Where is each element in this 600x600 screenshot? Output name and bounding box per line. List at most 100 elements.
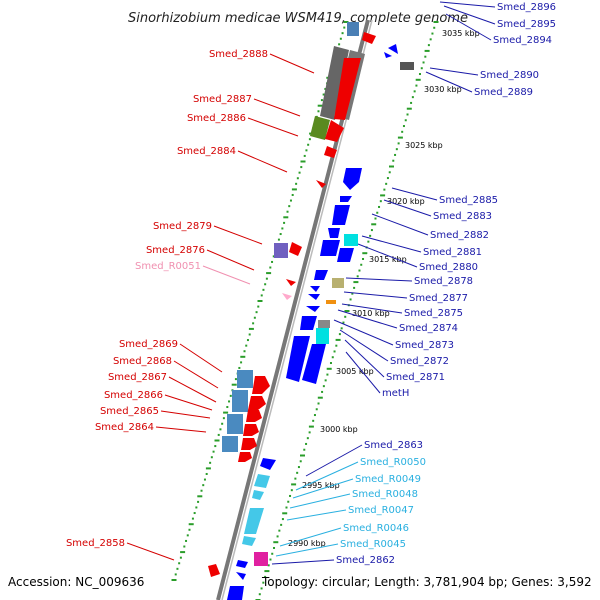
- tick-mark: [360, 264, 362, 266]
- tick-mark: [249, 333, 251, 335]
- tick-mark: [188, 529, 190, 531]
- tick-mark: [300, 460, 302, 462]
- tick-mark: [223, 412, 228, 414]
- tick-mark: [312, 420, 314, 422]
- gene-box: [222, 436, 238, 452]
- leader-line: [362, 236, 421, 252]
- tick-mark: [285, 507, 287, 509]
- gene-label-smed_2867: Smed_2867: [108, 372, 167, 383]
- gene-label-smed_2889: Smed_2889: [474, 87, 533, 98]
- gene-label-smed_2882: Smed_2882: [430, 230, 489, 241]
- gene-arrow: [289, 242, 302, 256]
- tick-mark: [335, 345, 337, 347]
- tick-mark: [209, 462, 211, 464]
- tick-mark: [287, 501, 289, 503]
- gene-label-smed_2863: Smed_2863: [364, 440, 423, 451]
- leader-line: [161, 411, 210, 418]
- tick-mark: [221, 423, 223, 425]
- tick-mark: [258, 300, 263, 302]
- gene-label-meth: metH: [382, 388, 409, 399]
- tick-mark: [362, 252, 367, 254]
- gene-label-smed_2883: Smed_2883: [433, 211, 492, 222]
- gene-box: [347, 22, 359, 36]
- gene-label-smed_2876: Smed_2876: [146, 245, 205, 256]
- tick-mark: [304, 155, 306, 157]
- leader-line: [203, 266, 250, 284]
- tick-mark: [269, 267, 271, 269]
- tick-mark: [187, 534, 189, 536]
- tick-mark: [245, 345, 247, 347]
- gene-label-smed_2869: Smed_2869: [119, 339, 178, 350]
- tick-mark: [303, 449, 305, 451]
- gene-arrow: [260, 458, 276, 470]
- tick-mark: [405, 119, 407, 121]
- leader-line: [440, 2, 495, 7]
- tick-mark: [192, 518, 194, 520]
- gene-label-smed_r0046: Smed_R0046: [343, 523, 409, 534]
- tick-mark: [357, 275, 359, 277]
- leader-line: [127, 543, 174, 560]
- tick-mark: [249, 328, 254, 330]
- gene-label-smed_2885: Smed_2885: [439, 195, 498, 206]
- gene-label-smed_2871: Smed_2871: [386, 372, 445, 383]
- leader-line: [344, 292, 407, 298]
- rna-arrow: [252, 490, 264, 500]
- gene-label-smed_2886: Smed_2886: [187, 113, 246, 124]
- gene-arrow: [241, 438, 257, 450]
- tick-mark: [321, 99, 323, 101]
- tick-mark: [389, 171, 391, 173]
- gene-box: [237, 370, 253, 388]
- tick-mark: [371, 223, 376, 225]
- leader-line: [214, 226, 262, 244]
- tick-mark: [195, 506, 197, 508]
- tick-mark: [180, 557, 182, 559]
- tick-mark: [194, 512, 196, 514]
- tick-mark: [341, 327, 343, 329]
- tick-mark: [369, 235, 371, 237]
- scale-label: 3020 kbp: [387, 197, 425, 206]
- tick-mark: [292, 194, 294, 196]
- gene-label-smed_2872: Smed_2872: [390, 356, 449, 367]
- tick-mark: [292, 188, 297, 190]
- tick-mark: [374, 218, 376, 220]
- tick-mark: [266, 278, 268, 280]
- tick-mark: [278, 530, 280, 532]
- gene-label-smed_2865: Smed_2865: [100, 406, 159, 417]
- tick-mark: [407, 108, 412, 110]
- gene-label-smed_r0049: Smed_R0049: [355, 474, 421, 485]
- gene-label-smed_2881: Smed_2881: [423, 247, 482, 258]
- gene-box: [332, 278, 344, 288]
- tick-mark: [300, 166, 302, 168]
- gene-label-smed_2875: Smed_2875: [404, 308, 463, 319]
- tick-mark: [271, 553, 273, 555]
- gene-label-smed_2895: Smed_2895: [497, 19, 556, 30]
- tick-mark: [211, 456, 213, 458]
- tick-mark: [431, 33, 433, 35]
- gene-label-smed_2894: Smed_2894: [493, 35, 552, 46]
- tick-mark: [316, 408, 318, 410]
- rna-arrow: [282, 293, 292, 300]
- tick-mark: [305, 149, 307, 151]
- gene-arrow: [286, 279, 296, 286]
- tick-mark: [318, 397, 323, 399]
- tick-mark: [183, 546, 185, 548]
- gene-box: [232, 390, 248, 412]
- leader-line: [254, 99, 300, 116]
- tick-mark: [223, 417, 225, 419]
- gene-arrow: [340, 196, 352, 202]
- gene-arrow: [310, 286, 320, 292]
- tick-mark: [280, 233, 282, 235]
- tick-mark: [197, 495, 202, 497]
- tick-mark: [353, 287, 355, 289]
- tick-mark: [271, 261, 273, 263]
- gene-label-smed_2880: Smed_2880: [419, 262, 478, 273]
- gene-arrow: [300, 316, 317, 330]
- tick-mark: [336, 339, 341, 341]
- gene-arrow: [388, 44, 398, 54]
- gene-label-smed_2888: Smed_2888: [209, 49, 268, 60]
- gene-label-smed_r0047: Smed_R0047: [348, 505, 414, 516]
- gene-arrow: [243, 424, 259, 436]
- gene-arrow: [236, 560, 248, 568]
- tick-mark: [318, 402, 320, 404]
- tick-mark: [256, 311, 258, 313]
